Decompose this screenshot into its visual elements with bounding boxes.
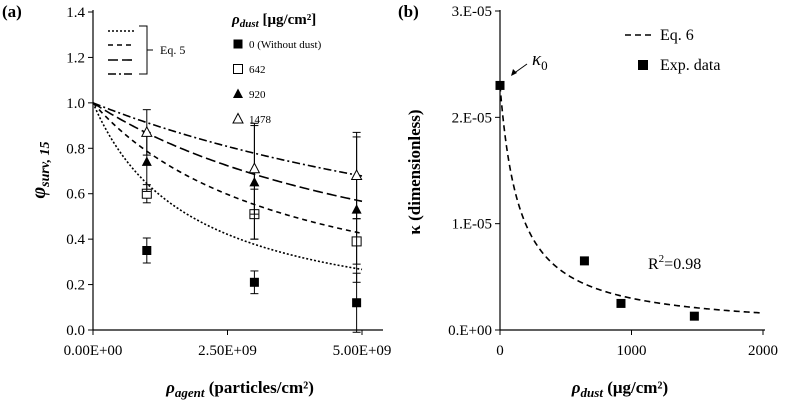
legend-marker-series-2 <box>233 88 243 98</box>
legend-exp-data-label: Exp. data <box>660 57 720 74</box>
panel-b-y-tick-label: 1.E-05 <box>452 217 492 233</box>
panel-b-model-curve <box>499 85 764 314</box>
panel-a-legend-title: ρdust [μg/cm²] <box>231 12 316 30</box>
panel-a-point-series-3 <box>350 168 363 181</box>
panel-b-x-tick-label: 2000 <box>748 343 778 359</box>
panel-a-label: (a) <box>2 2 22 21</box>
panel-b-x-tick-label: 1000 <box>617 343 647 359</box>
panel-a-data-points <box>140 109 363 333</box>
panel-a-x-ticks: 0.00E+00 2.50E+09 5.00E+09 <box>64 330 392 359</box>
panel-b-exp-point <box>579 256 589 266</box>
panel-a-point-series-2 <box>141 156 152 166</box>
panel-a-x-tick-label: 5.00E+09 <box>333 343 392 359</box>
panel-b-x-tick-label: 0 <box>496 343 504 359</box>
panel-a-curve-short-dash <box>92 102 363 235</box>
panel-b-y-tick-label: 0.E+00 <box>448 323 492 339</box>
panel-a-y-tick-label: 0.2 <box>66 278 85 294</box>
legend-exp-data-marker <box>638 60 648 70</box>
panel-a-curve-long-dash <box>92 102 363 203</box>
panel-a-y-tick-label: 1.0 <box>66 96 85 112</box>
panel-b-y-axis-title: κ (dimensionless) <box>405 109 424 234</box>
panel-b-legend: Eq. 6 Exp. data <box>625 27 720 74</box>
panel-b-x-axis-title: ρdust (μg/cm²) <box>571 378 668 400</box>
legend-series-0-label: 0 (Without dust) <box>249 39 322 51</box>
panel-a-point-series-3 <box>140 125 153 137</box>
panel-a-y-tick-label: 0.0 <box>66 323 85 339</box>
panel-b: (b) 0.E+00 1.E-05 2.E-05 3.E-05 0 1000 2000 κ… <box>398 2 778 400</box>
panel-a-y-tick-label: 1.4 <box>66 5 85 21</box>
panel-a-y-ticks: 0.0 0.2 0.4 0.6 0.8 1.0 1.2 1.4 <box>66 5 93 339</box>
legend-series-3-label: 1478 <box>249 114 272 126</box>
legend-series-1-label: 642 <box>249 64 266 76</box>
panel-b-eq6-curve <box>499 85 764 314</box>
legend-series-2-label: 920 <box>249 89 266 101</box>
panel-b-y-tick-label: 2.E-05 <box>452 110 492 126</box>
panel-b-label: (b) <box>398 2 419 21</box>
panel-a-x-axis-title: ρagent (particles/cm²) <box>165 378 314 400</box>
panel-a: (a) 0.0 0.2 0.4 0.6 0.8 1.0 1.2 1.4 0.00E+00 2.5… <box>2 2 391 400</box>
panel-b-y-ticks: 0.E+00 1.E-05 2.E-05 3.E-05 <box>448 4 500 339</box>
panel-a-y-tick-label: 0.4 <box>66 232 85 248</box>
legend-marker-series-3 <box>232 112 244 124</box>
legend-eq6-label: Eq. 6 <box>660 27 694 44</box>
panel-a-y-tick-label: 0.6 <box>66 187 85 203</box>
panel-a-y-tick-label: 0.8 <box>66 141 85 157</box>
panel-a-y-axis-title: φsurv, 15 <box>28 141 53 198</box>
legend-marker-series-0 <box>233 39 243 49</box>
panel-a-x-tick-label: 0.00E+00 <box>64 343 123 359</box>
panel-a-legend-markers <box>232 39 244 124</box>
panel-b-data-points <box>495 80 699 321</box>
legend-eq5-label: Eq. 5 <box>160 43 185 57</box>
panel-b-y-tick-label: 3.E-05 <box>452 4 492 20</box>
panel-a-model-curves <box>92 102 363 271</box>
panel-a-y-tick-label: 1.2 <box>66 50 85 66</box>
panel-b-exp-point <box>689 311 699 321</box>
panel-a-point-series-0 <box>142 246 152 255</box>
panel-a-point-series-3 <box>248 162 261 174</box>
kappa0-arrow-head <box>511 69 517 76</box>
panel-a-x-tick-label: 2.50E+09 <box>198 343 257 359</box>
kappa0-annotation: κ0 <box>532 49 548 73</box>
legend-marker-series-1 <box>233 64 243 74</box>
panel-a-point-series-0 <box>249 277 259 287</box>
legend-bracket <box>139 25 153 75</box>
panel-a-curve-dotted <box>92 102 363 271</box>
panel-b-x-ticks: 0 1000 2000 <box>496 330 778 359</box>
panel-b-exp-point <box>616 298 626 308</box>
r-squared-annotation: R2=0.98 <box>648 253 701 273</box>
panel-a-legend: ρdust [μg/cm²] Eq. 5 0 (Without dust) 64… <box>108 12 322 126</box>
panel-a-point-series-0 <box>352 298 362 308</box>
